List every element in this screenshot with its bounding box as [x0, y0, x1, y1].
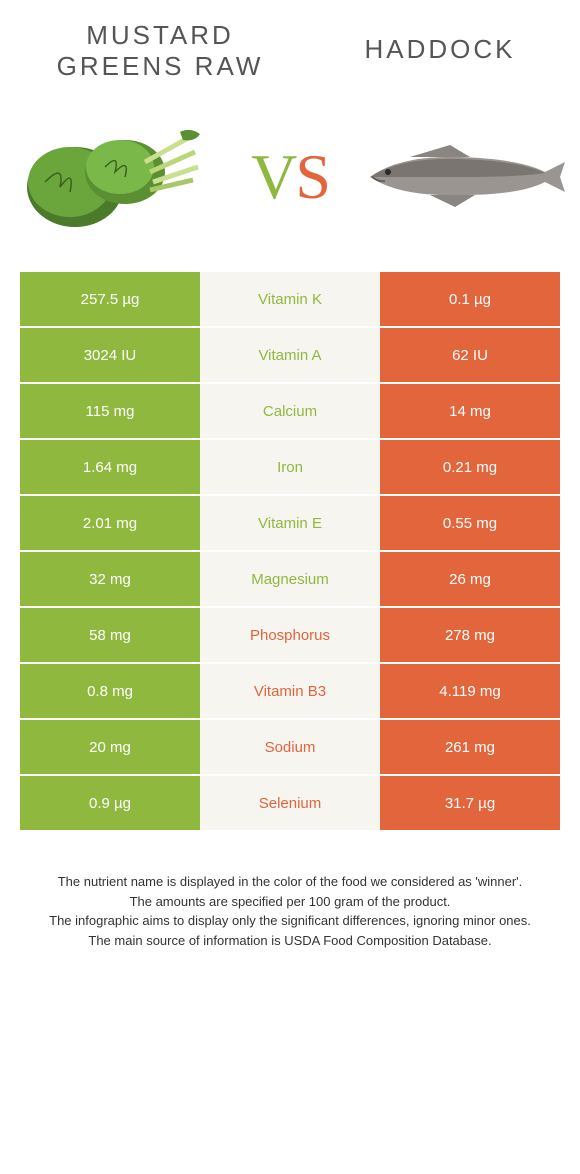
- footer-line: The nutrient name is displayed in the co…: [30, 872, 550, 892]
- right-value: 278 mg: [380, 608, 560, 662]
- table-row: 20 mg Sodium 261 mg: [20, 720, 560, 776]
- nutrient-name: Selenium: [200, 776, 380, 830]
- table-row: 32 mg Magnesium 26 mg: [20, 552, 560, 608]
- left-value: 32 mg: [20, 552, 200, 606]
- table-row: 3024 IU Vitamin A 62 IU: [20, 328, 560, 384]
- left-value: 1.64 mg: [20, 440, 200, 494]
- footer-line: The amounts are specified per 100 gram o…: [30, 892, 550, 912]
- footer-line: The infographic aims to display only the…: [30, 911, 550, 931]
- greens-icon: [15, 112, 215, 242]
- left-value: 3024 IU: [20, 328, 200, 382]
- fish-icon: [360, 137, 570, 217]
- nutrient-name: Vitamin E: [200, 496, 380, 550]
- table-row: 1.64 mg Iron 0.21 mg: [20, 440, 560, 496]
- vs-v: V: [251, 141, 295, 212]
- left-value: 58 mg: [20, 608, 200, 662]
- nutrient-name: Phosphorus: [200, 608, 380, 662]
- right-value: 0.1 µg: [380, 272, 560, 326]
- left-value: 115 mg: [20, 384, 200, 438]
- left-value: 0.9 µg: [20, 776, 200, 830]
- haddock-image: [360, 107, 570, 247]
- food-title-right: HADDOCK: [340, 20, 540, 82]
- nutrient-name: Iron: [200, 440, 380, 494]
- footer-notes: The nutrient name is displayed in the co…: [0, 832, 580, 970]
- right-value: 14 mg: [380, 384, 560, 438]
- mustard-greens-image: [10, 107, 220, 247]
- table-row: 115 mg Calcium 14 mg: [20, 384, 560, 440]
- table-row: 58 mg Phosphorus 278 mg: [20, 608, 560, 664]
- vs-s: S: [295, 141, 329, 212]
- nutrient-name: Vitamin K: [200, 272, 380, 326]
- images-row: VS: [0, 92, 580, 272]
- table-row: 2.01 mg Vitamin E 0.55 mg: [20, 496, 560, 552]
- left-value: 257.5 µg: [20, 272, 200, 326]
- nutrient-name: Magnesium: [200, 552, 380, 606]
- nutrient-table: 257.5 µg Vitamin K 0.1 µg 3024 IU Vitami…: [20, 272, 560, 832]
- left-value: 20 mg: [20, 720, 200, 774]
- right-value: 0.55 mg: [380, 496, 560, 550]
- right-value: 0.21 mg: [380, 440, 560, 494]
- vs-label: VS: [251, 140, 329, 214]
- footer-line: The main source of information is USDA F…: [30, 931, 550, 951]
- right-value: 62 IU: [380, 328, 560, 382]
- header: MUSTARD GREENS RAW HADDOCK: [0, 0, 580, 92]
- nutrient-name: Calcium: [200, 384, 380, 438]
- left-value: 2.01 mg: [20, 496, 200, 550]
- nutrient-name: Sodium: [200, 720, 380, 774]
- nutrient-name: Vitamin B3: [200, 664, 380, 718]
- right-value: 26 mg: [380, 552, 560, 606]
- table-row: 0.9 µg Selenium 31.7 µg: [20, 776, 560, 832]
- nutrient-name: Vitamin A: [200, 328, 380, 382]
- right-value: 261 mg: [380, 720, 560, 774]
- left-value: 0.8 mg: [20, 664, 200, 718]
- right-value: 31.7 µg: [380, 776, 560, 830]
- table-row: 257.5 µg Vitamin K 0.1 µg: [20, 272, 560, 328]
- right-value: 4.119 mg: [380, 664, 560, 718]
- food-title-left: MUSTARD GREENS RAW: [40, 20, 280, 82]
- table-row: 0.8 mg Vitamin B3 4.119 mg: [20, 664, 560, 720]
